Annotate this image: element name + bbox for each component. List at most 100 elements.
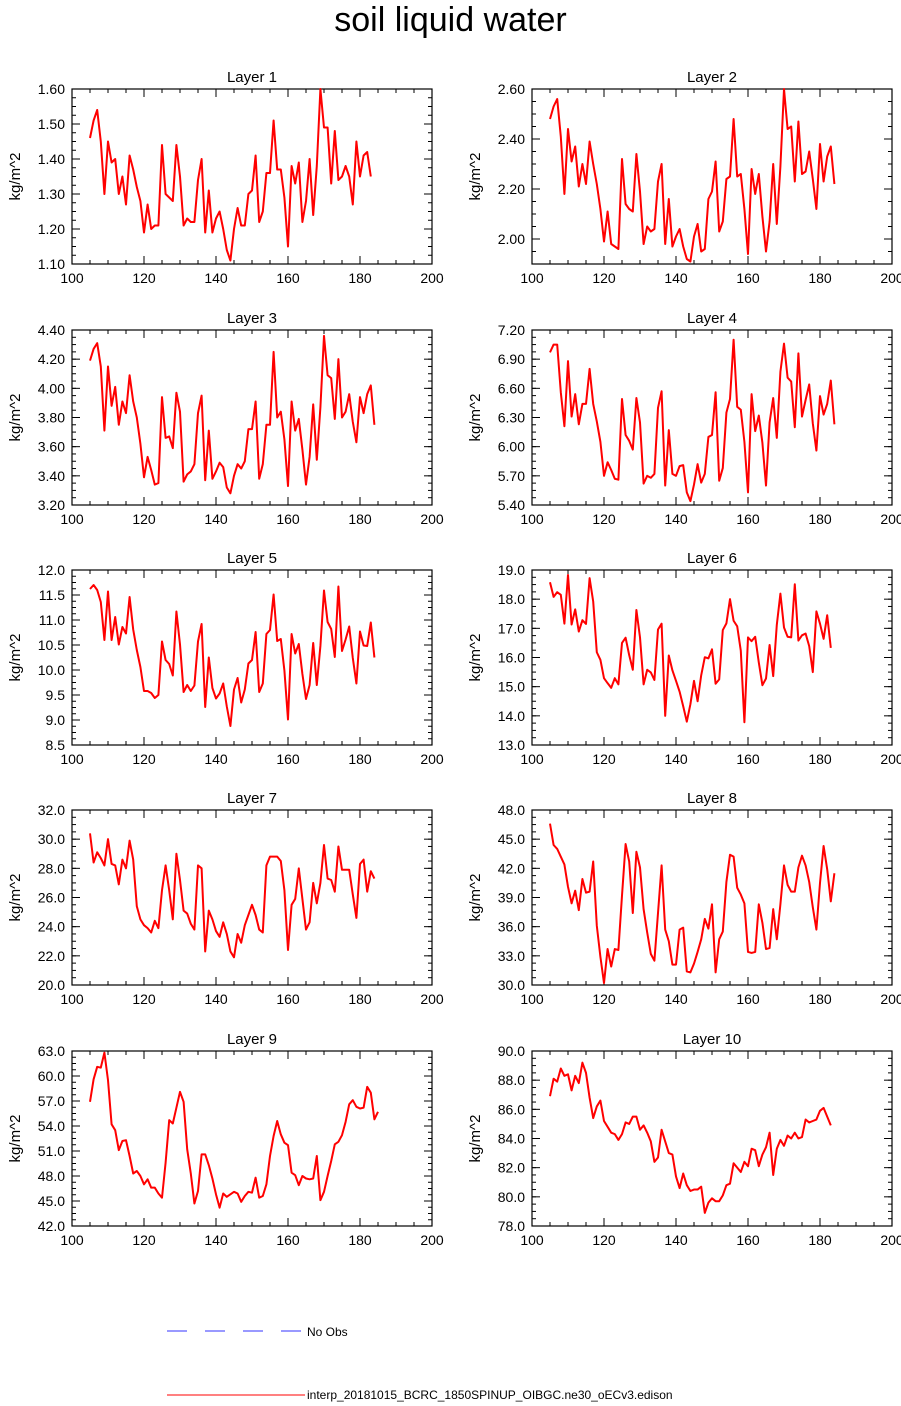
panel-6-x-tick-label: 100: [520, 751, 544, 767]
panel-5-y-tick-label: 12.0: [38, 562, 65, 578]
panel-7-y-tick-label: 20.0: [38, 977, 65, 993]
panel-7-series-line: [89, 833, 376, 959]
panel-8-y-axis-label: kg/m^2: [467, 874, 484, 922]
panel-5-series-line: [89, 584, 376, 727]
panel-2-x-tick-label: 100: [520, 270, 544, 286]
panel-2-x-tick-label: 140: [664, 270, 688, 286]
panel-6-y-tick-label: 17.0: [498, 620, 525, 636]
panel-6-y-tick-label: 14.0: [498, 708, 525, 724]
panel-7-y-tick-label: 28.0: [38, 860, 65, 876]
panel-4-y-tick-label: 7.20: [498, 322, 525, 338]
panel-4-x-tick-label: 140: [664, 511, 688, 527]
panel-9-y-axis-label: kg/m^2: [7, 1115, 24, 1163]
panel-9-x-tick-label: 200: [420, 1232, 444, 1248]
panel-7-y-tick-label: 22.0: [38, 948, 65, 964]
panel-3-y-tick-label: 4.20: [38, 351, 65, 367]
panel-6-y-tick-label: 15.0: [498, 679, 525, 695]
panel-10-x-tick-label: 140: [664, 1232, 688, 1248]
panel-1-y-tick-label: 1.60: [38, 81, 65, 97]
page-title: soil liquid water: [334, 1, 567, 39]
panel-7-y-tick-label: 30.0: [38, 831, 65, 847]
panel-1-y-tick-label: 1.50: [38, 116, 65, 132]
panel-10-y-tick-label: 90.0: [498, 1043, 525, 1059]
panel-3-title: Layer 3: [227, 310, 277, 327]
panel-3-x-tick-label: 120: [132, 511, 156, 527]
panel-1-x-tick-label: 120: [132, 270, 156, 286]
panel-6-x-tick-label: 140: [664, 751, 688, 767]
panel-4-x-tick-label: 180: [808, 511, 832, 527]
panel-8-y-tick-label: 42.0: [498, 860, 525, 876]
panel-4-y-axis-label: kg/m^2: [467, 394, 484, 442]
panel-9-y-tick-label: 60.0: [38, 1068, 65, 1084]
panel-4-x-tick-label: 160: [736, 511, 760, 527]
panel-1-series-line: [89, 88, 372, 262]
panel-9-y-tick-label: 42.0: [38, 1218, 65, 1234]
legend-obs-label: No Obs: [307, 1325, 348, 1339]
panel-8-x-tick-label: 120: [592, 991, 616, 1007]
panel-2-y-axis-label: kg/m^2: [467, 153, 484, 201]
panel-6-y-tick-label: 16.0: [498, 650, 525, 666]
panel-7-x-tick-label: 140: [204, 991, 228, 1007]
panel-4-y-tick-label: 5.40: [498, 497, 525, 513]
panel-3-y-axis-label: kg/m^2: [7, 394, 24, 442]
panel-10-x-tick-label: 160: [736, 1232, 760, 1248]
panel-8-x-tick-label: 100: [520, 991, 544, 1007]
panel-4-y-tick-label: 6.00: [498, 439, 525, 455]
panel-9-y-tick-label: 54.0: [38, 1118, 65, 1134]
panel-2-x-tick-label: 160: [736, 270, 760, 286]
panel-8-y-tick-label: 45.0: [498, 831, 525, 847]
panel-6-title: Layer 6: [687, 550, 737, 567]
legend-model-label: interp_20181015_BCRC_1850SPINUP_OIBGC.ne…: [307, 1388, 673, 1402]
panel-5-title: Layer 5: [227, 550, 277, 567]
panel-10-y-tick-label: 84.0: [498, 1131, 525, 1147]
panel-10-y-tick-label: 78.0: [498, 1218, 525, 1234]
panel-1-x-tick-label: 180: [348, 270, 372, 286]
panel-4-y-tick-label: 6.30: [498, 410, 525, 426]
panel-3-x-tick-label: 200: [420, 511, 444, 527]
panel-10-y-tick-label: 86.0: [498, 1101, 525, 1117]
panel-4-x-tick-label: 120: [592, 511, 616, 527]
panel-8-x-tick-label: 140: [664, 991, 688, 1007]
panel-1-y-axis-label: kg/m^2: [7, 153, 24, 201]
panel-5-y-tick-label: 11.5: [39, 587, 65, 603]
panel-7-y-axis-label: kg/m^2: [7, 874, 24, 922]
panel-6-x-tick-label: 200: [880, 751, 901, 767]
panel-9-y-tick-label: 45.0: [38, 1193, 65, 1209]
panel-9-x-tick-label: 180: [348, 1232, 372, 1248]
panel-5-y-tick-label: 8.5: [46, 737, 66, 753]
panel-2-y-tick-label: 2.00: [498, 231, 525, 247]
panel-3-x-tick-label: 100: [60, 511, 84, 527]
panel-5-x-tick-label: 140: [204, 751, 228, 767]
panel-6-y-tick-label: 18.0: [498, 591, 525, 607]
panel-7-y-tick-label: 24.0: [38, 919, 65, 935]
panel-7-x-tick-label: 100: [60, 991, 84, 1007]
panel-9-y-tick-label: 51.0: [38, 1143, 65, 1159]
panel-10-y-axis-label: kg/m^2: [467, 1115, 484, 1163]
panel-5-x-tick-label: 120: [132, 751, 156, 767]
panel-8-y-tick-label: 48.0: [498, 802, 525, 818]
panel-2-title: Layer 2: [687, 69, 737, 86]
panel-1-x-tick-label: 160: [276, 270, 300, 286]
panel-9-y-tick-label: 63.0: [38, 1043, 65, 1059]
panel-8-x-tick-label: 160: [736, 991, 760, 1007]
panel-7-y-tick-label: 32.0: [38, 802, 65, 818]
panel-2-y-tick-label: 2.40: [498, 131, 525, 147]
panel-5-y-tick-label: 9.5: [46, 687, 66, 703]
panel-3-y-tick-label: 3.60: [38, 439, 65, 455]
panel-8-title: Layer 8: [687, 790, 737, 807]
panel-8-series-line: [549, 823, 836, 985]
panel-9-x-tick-label: 140: [204, 1232, 228, 1248]
panel-4-series-line: [549, 338, 836, 503]
panel-5-y-tick-label: 10.0: [38, 662, 65, 678]
panel-9-y-tick-label: 48.0: [38, 1168, 65, 1184]
panel-4-y-tick-label: 6.90: [498, 351, 525, 367]
panel-5-y-tick-label: 11.0: [39, 612, 65, 628]
panel-1-x-tick-label: 100: [60, 270, 84, 286]
panel-7-x-tick-label: 200: [420, 991, 444, 1007]
panel-7-x-tick-label: 160: [276, 991, 300, 1007]
panel-3-x-tick-label: 140: [204, 511, 228, 527]
panel-1-title: Layer 1: [227, 69, 277, 86]
panel-7-title: Layer 7: [227, 790, 277, 807]
panel-10-x-tick-label: 120: [592, 1232, 616, 1248]
